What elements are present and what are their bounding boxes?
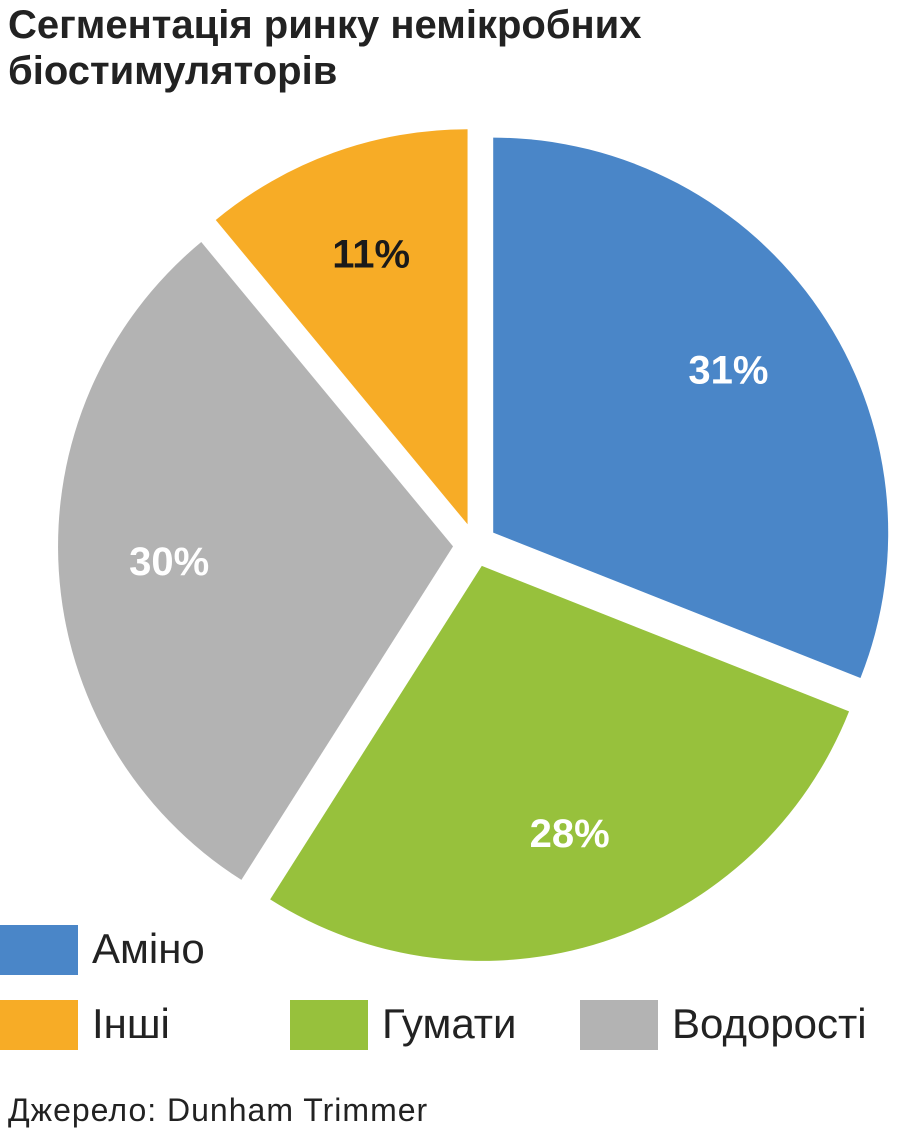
legend-swatch — [0, 1000, 78, 1050]
data-label: 11% — [332, 232, 410, 276]
legend-label: Гумати — [382, 1000, 516, 1047]
data-label: 28% — [530, 812, 610, 856]
legend-swatch — [290, 1000, 368, 1050]
chart-title: Сегментація ринку немікробних біостимуля… — [8, 3, 642, 93]
legend-label: Аміно — [92, 925, 205, 972]
pie-slice — [215, 129, 468, 525]
legend-swatch — [0, 925, 78, 975]
data-label: 30% — [129, 540, 209, 584]
pie-slice — [58, 242, 454, 880]
legend-swatch — [580, 1000, 658, 1050]
legend-label: Водорості — [672, 1000, 867, 1047]
pie-slice — [270, 565, 850, 961]
data-label: 31% — [688, 348, 768, 392]
source: Джерело: Dunham Trimmer — [8, 1092, 429, 1128]
legend-label: Інші — [92, 1000, 170, 1047]
pie-slice — [493, 137, 889, 679]
